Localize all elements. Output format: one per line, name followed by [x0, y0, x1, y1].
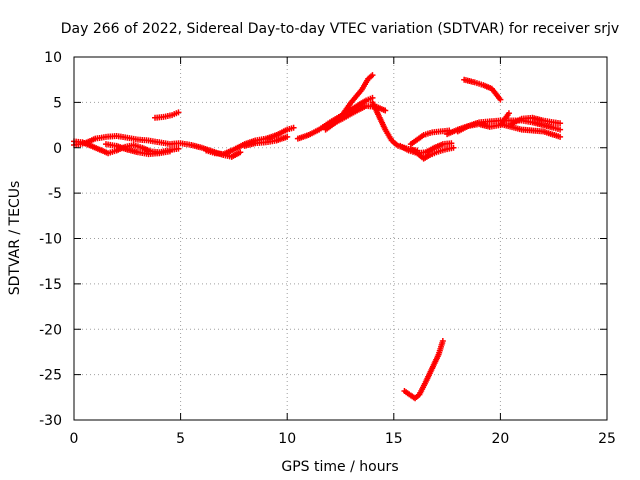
grid: [74, 57, 607, 420]
series-t20: [401, 338, 446, 402]
data-point: [382, 107, 389, 114]
data-point: [166, 148, 173, 155]
y-tick-label: 5: [53, 95, 62, 111]
series-t16: [454, 110, 512, 135]
series-t10: [326, 103, 389, 129]
series-t18: [497, 121, 564, 140]
x-axis-label: GPS time / hours: [281, 459, 398, 475]
data-point: [557, 133, 564, 140]
data-point: [497, 96, 504, 103]
x-tick-label: 25: [598, 431, 616, 447]
series-t7: [241, 133, 291, 149]
series-t8: [294, 94, 376, 142]
y-tick-label: -20: [39, 322, 62, 338]
data-point: [557, 126, 564, 133]
y-tick-label: -30: [39, 413, 62, 429]
x-tick-label: 0: [70, 431, 79, 447]
y-tick-label: -15: [39, 277, 62, 293]
y-tick-label: 0: [53, 141, 62, 157]
data-point: [505, 110, 512, 117]
data-point: [237, 149, 244, 156]
series-layer: [71, 72, 564, 402]
y-tick-label: -5: [48, 186, 62, 202]
data-point: [557, 120, 564, 127]
chart-title: Day 266 of 2022, Sidereal Day-to-day VTE…: [61, 21, 619, 37]
data-point: [439, 338, 446, 345]
data-point: [175, 109, 182, 116]
series-t19: [461, 76, 504, 103]
data-point: [175, 145, 182, 152]
series-t14: [407, 127, 453, 148]
series-t17: [508, 114, 564, 128]
plot-frame: [73, 56, 608, 421]
series-t12: [397, 140, 455, 157]
x-tick-label: 20: [491, 431, 509, 447]
data-point: [450, 144, 457, 151]
series-t13: [407, 144, 457, 162]
y-axis-label: SDTVAR / TECUs: [7, 181, 23, 296]
data-point: [284, 133, 291, 140]
ticks: 0 5 10 15 20 25 10 5 0 -5 -10 -15 -20 -25 -30: [39, 50, 616, 447]
x-tick-label: 15: [385, 431, 403, 447]
y-tick-label: -10: [39, 232, 62, 248]
series-t4: [152, 109, 182, 121]
x-tick-label: 5: [176, 431, 185, 447]
y-tick-label: -25: [39, 368, 62, 384]
x-tick-label: 10: [278, 431, 296, 447]
series-t3: [102, 141, 173, 158]
y-tick-label: 10: [44, 50, 62, 66]
data-point: [290, 124, 297, 131]
data-point: [369, 72, 376, 79]
